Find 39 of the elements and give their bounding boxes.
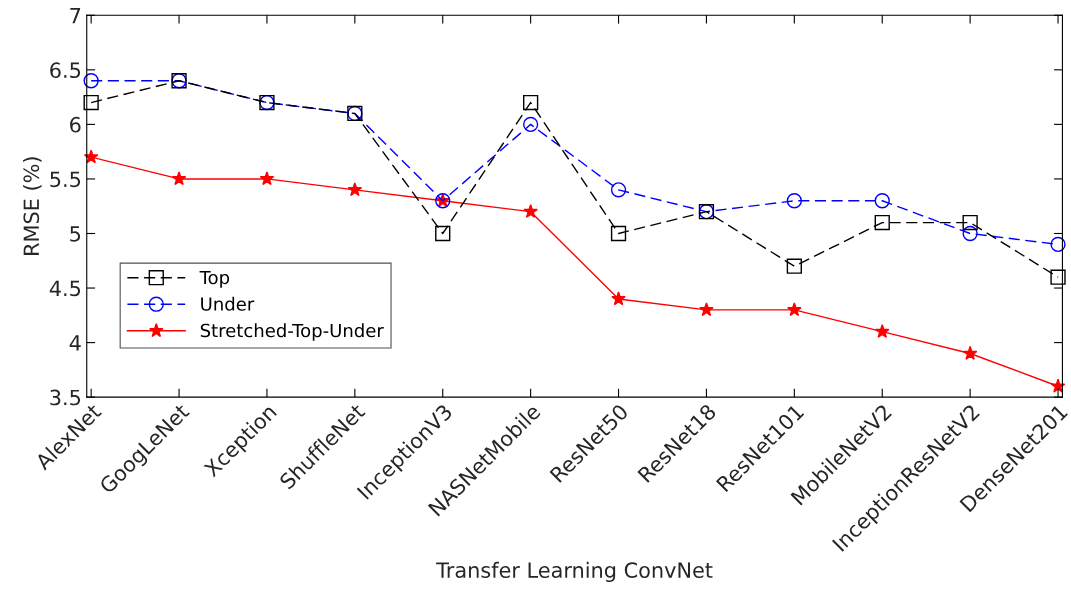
y-tick-label: 5 xyxy=(70,226,81,242)
point xyxy=(523,116,539,133)
point xyxy=(1050,269,1066,285)
point xyxy=(874,324,890,338)
point xyxy=(83,94,99,111)
y-tick-label: 7 xyxy=(70,8,81,24)
legend-label: Stretched-Top-Under xyxy=(200,323,384,341)
point xyxy=(786,193,802,209)
y-axis-title: RMSE (%) xyxy=(23,157,42,255)
y-tick-label: 4 xyxy=(69,335,81,351)
point xyxy=(523,94,539,111)
point xyxy=(171,171,187,186)
y-tick-label: 6.5 xyxy=(50,62,81,79)
point xyxy=(962,214,978,231)
point xyxy=(611,291,626,306)
point xyxy=(962,345,978,360)
point xyxy=(259,171,275,186)
point xyxy=(347,182,363,197)
point xyxy=(699,302,714,317)
point xyxy=(962,225,978,242)
point xyxy=(83,73,99,89)
point xyxy=(610,182,627,198)
y-tick-label: 3.5 xyxy=(50,389,81,406)
legend-label: Top xyxy=(199,270,230,288)
point xyxy=(1050,378,1066,393)
point xyxy=(610,225,627,242)
y-tick-label: 5.5 xyxy=(50,171,81,188)
point xyxy=(874,193,890,209)
point xyxy=(787,302,802,317)
point xyxy=(523,204,538,218)
y-tick-label: 6 xyxy=(70,116,81,133)
point xyxy=(1050,236,1066,253)
x-axis-title: Transfer Learning ConvNet xyxy=(436,561,713,583)
point xyxy=(435,225,451,242)
point xyxy=(874,214,890,231)
point xyxy=(83,149,99,164)
point xyxy=(786,258,802,274)
legend-label: Under xyxy=(201,296,255,311)
y-tick-label: 4.5 xyxy=(49,280,81,297)
